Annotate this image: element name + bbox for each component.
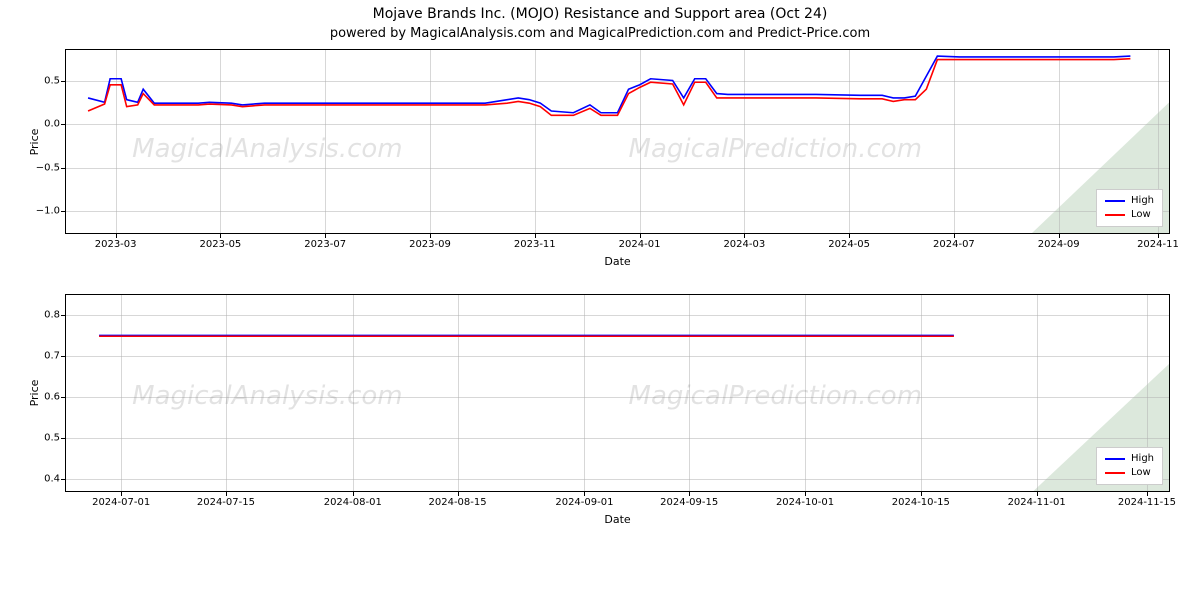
- legend-label-low: Low: [1131, 466, 1151, 480]
- legend-item-low: Low: [1105, 466, 1154, 480]
- x-axis-label-2: Date: [604, 513, 630, 526]
- legend-label-low: Low: [1131, 208, 1151, 222]
- chart-panel-2: MagicalAnalysis.com MagicalPrediction.co…: [65, 294, 1170, 492]
- legend-swatch-high: [1105, 458, 1125, 460]
- legend-item-low: Low: [1105, 208, 1154, 222]
- chart-title: Mojave Brands Inc. (MOJO) Resistance and…: [0, 0, 1200, 22]
- chart-subtitle: powered by MagicalAnalysis.com and Magic…: [0, 22, 1200, 45]
- series-lines-1: [66, 50, 1169, 233]
- series-lines-2: [66, 295, 1169, 491]
- plot-area-1: MagicalAnalysis.com MagicalPrediction.co…: [66, 50, 1169, 233]
- legend-item-high: High: [1105, 452, 1154, 466]
- legend-2: High Low: [1096, 447, 1163, 485]
- chart-panel-1: MagicalAnalysis.com MagicalPrediction.co…: [65, 49, 1170, 234]
- legend-label-high: High: [1131, 452, 1154, 466]
- legend-swatch-high: [1105, 200, 1125, 202]
- legend-swatch-low: [1105, 214, 1125, 216]
- y-axis-label-2: Price: [28, 380, 41, 407]
- y-axis-label-1: Price: [28, 128, 41, 155]
- legend-1: High Low: [1096, 189, 1163, 227]
- plot-area-2: MagicalAnalysis.com MagicalPrediction.co…: [66, 295, 1169, 491]
- x-axis-label-1: Date: [604, 255, 630, 268]
- legend-label-high: High: [1131, 194, 1154, 208]
- legend-swatch-low: [1105, 472, 1125, 474]
- legend-item-high: High: [1105, 194, 1154, 208]
